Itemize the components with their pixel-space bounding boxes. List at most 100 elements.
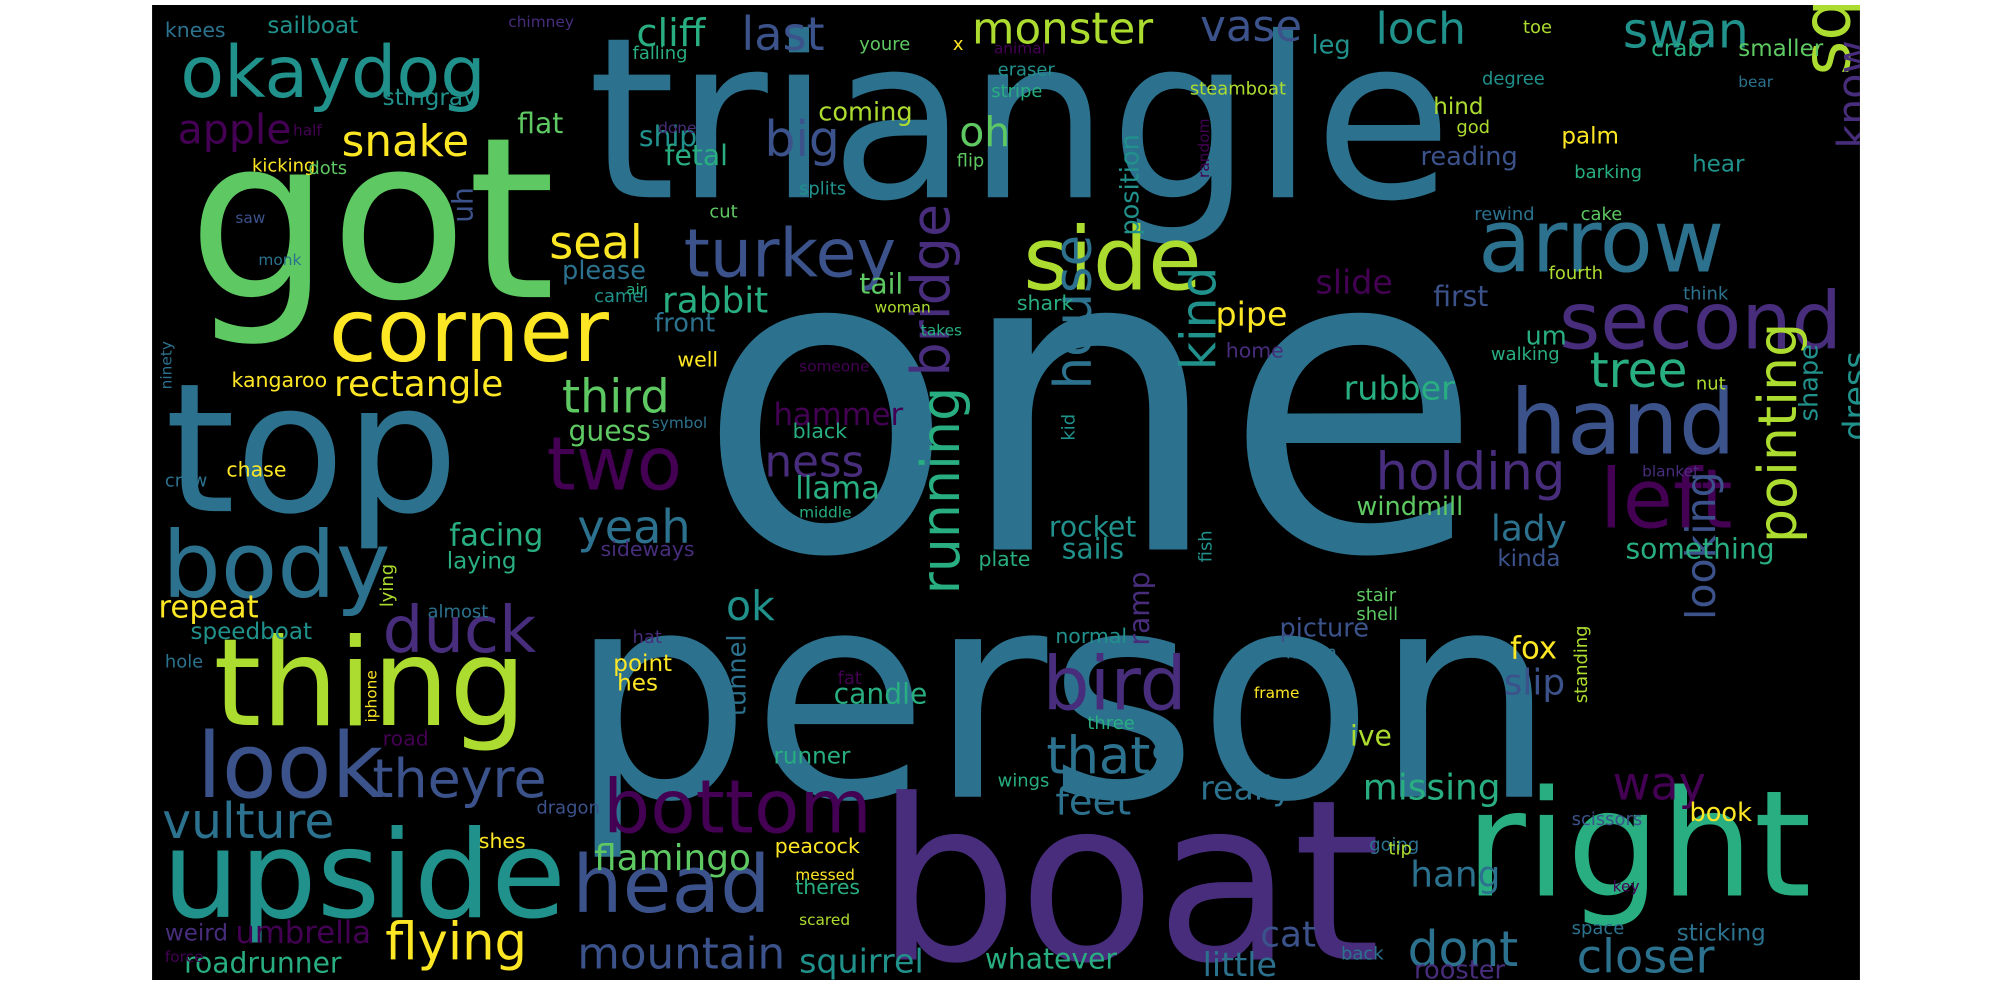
word-camel: camel [594,286,648,307]
word-hes: hes [617,670,658,696]
word-back: back [1341,944,1384,965]
word-kid: kid [1059,414,1080,441]
word-air: air [626,281,647,299]
word-please: please [562,256,646,286]
word-running: running [909,387,972,595]
word-tail: tail [859,267,903,300]
word-standing: standing [1571,625,1592,703]
word-windmill: windmill [1356,492,1463,522]
word-um: um [1526,322,1567,352]
word-sails: sails [1062,532,1124,565]
word-ninety: ninety [157,341,175,389]
word-hand: hand [1510,371,1736,475]
word-thats: thats [1046,727,1177,787]
word-steamboat: steamboat [1190,79,1286,100]
word-seal: seal [549,216,642,270]
word-lady: lady [1491,509,1567,550]
word-fat: fat [838,668,862,689]
word-slip: slip [1504,662,1565,703]
word-person: person [568,529,1556,865]
word-house: house [1044,235,1104,390]
word-coming: coming [818,97,912,127]
word-done: done [658,119,696,137]
word-ok: ok [726,582,775,630]
word-speedboat: speedboat [191,619,313,645]
word-umbrella: umbrella [235,915,371,951]
word-sailboat: sailboat [267,13,358,39]
word-look: look [197,715,384,819]
word-rectangle: rectangle [334,364,503,405]
word-second: second [1559,274,1842,367]
word-barking: barking [1574,162,1642,183]
word-cut: cut [709,202,737,223]
word-takes: takes [921,322,962,340]
word-loch: loch [1376,5,1466,54]
word-iphone: iphone [362,670,380,722]
word-book: book [1690,798,1753,828]
word-middle: middle [799,503,851,521]
word-flying: flying [385,913,527,973]
word-walking: walking [1491,344,1560,365]
word-first: first [1433,280,1488,313]
word-sideways: sideways [600,537,694,561]
word-plate: plate [978,547,1030,571]
word-hind: hind [1433,94,1483,120]
word-crow: crow [165,471,207,492]
word-missing: missing [1363,767,1501,808]
word-llama: llama [795,470,880,506]
word-wings: wings [998,771,1050,792]
word-fox: fox [1510,630,1557,666]
word-god: god [1456,117,1490,138]
word-square: square [1788,5,1860,75]
word-mean: mean [1286,642,1337,663]
word-three: three [1087,713,1134,734]
word-really: really [1200,768,1292,807]
word-point: point [613,651,672,677]
word-roadrunner: roadrunner [184,946,342,979]
word-runner: runner [773,743,850,769]
word-know: know [1828,40,1860,148]
word-sticking: sticking [1677,920,1766,946]
word-stingray: stingray [383,85,477,111]
word-nut: nut [1696,373,1726,394]
word-boat: boat [876,752,1381,980]
word-bird: bird [1043,641,1187,728]
word-ship: ship [639,120,697,153]
word-degree: degree [1482,68,1545,89]
word-splits: splits [799,179,846,200]
word-uh: uh [446,187,479,223]
word-saw: saw [235,209,265,227]
word-tip: tip [1388,838,1411,859]
word-swan: swan [1623,5,1749,59]
word-animal: animal [994,40,1046,58]
word-fetal: fetal [665,139,728,172]
word-flamingo: flamingo [594,838,751,879]
word-cake: cake [1581,204,1623,225]
word-last: last [741,7,824,61]
word-thing: thing [214,612,527,754]
word-blanket: blanket [1642,462,1699,480]
word-reading: reading [1420,142,1517,172]
word-bottom: bottom [603,764,872,851]
word-toe: toe [1523,17,1552,38]
word-eraser: eraser [998,59,1056,80]
word-picture: picture [1280,614,1369,644]
word-dress: dress [1835,351,1860,440]
word-hammer: hammer [773,397,903,433]
word-falling: falling [633,43,688,64]
word-scared: scared [799,911,850,929]
word-hear: hear [1692,152,1745,178]
word-half: half [293,122,322,140]
word-right: right [1465,758,1811,930]
word-laying: laying [447,549,517,575]
word-frame: frame [1254,684,1300,702]
word-force: force [165,948,204,966]
word-scissors: scissors [1572,809,1643,830]
word-space: space [1572,918,1625,939]
word-closer: closer [1577,929,1715,980]
word-monster: monster [972,5,1153,54]
word-weird: weird [165,920,228,946]
word-black: black [793,419,848,443]
word-way: way [1613,756,1706,810]
word-kinda: kinda [1497,546,1560,572]
